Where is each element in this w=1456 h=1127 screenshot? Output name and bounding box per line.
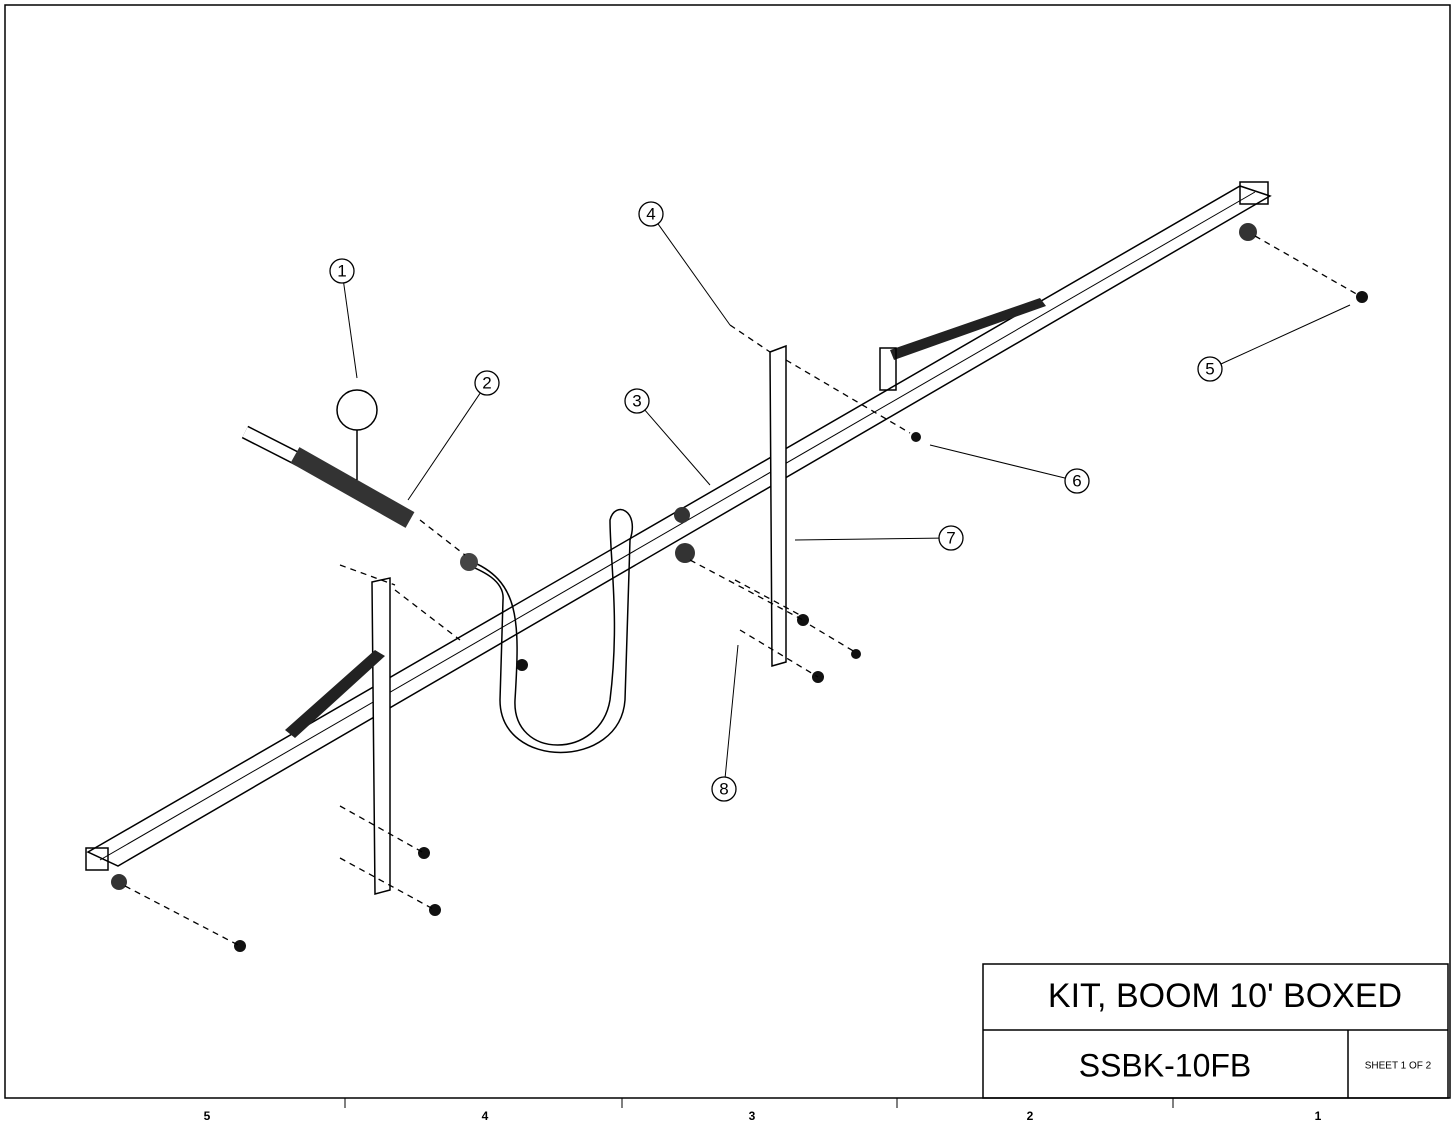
balloon-label: 7 [946, 528, 955, 547]
balloon [938, 525, 964, 551]
balloon [474, 370, 500, 396]
zone-label: 3 [749, 1109, 756, 1123]
leader-line [1220, 304, 1351, 365]
zone-label: 2 [1027, 1109, 1034, 1123]
balloon [329, 258, 355, 284]
balloon [624, 388, 650, 414]
balloon-label: 4 [646, 204, 655, 223]
leader-line [407, 392, 481, 501]
balloon-label: 3 [632, 391, 641, 410]
drawing-title: KIT, BOOM 10' BOXED [1048, 977, 1402, 1015]
balloon [1197, 356, 1223, 382]
leader-line [343, 282, 358, 379]
leader-line [794, 537, 940, 541]
zone-label: 5 [204, 1109, 211, 1123]
zone-label: 4 [482, 1109, 489, 1123]
balloon [638, 201, 664, 227]
leader-line [929, 444, 1066, 479]
balloon-label: 5 [1205, 359, 1214, 378]
balloon [711, 776, 737, 802]
title-block: KIT, BOOM 10' BOXED SSBK-10FB SHEET 1 OF… [982, 963, 1449, 1099]
balloon-label: 8 [719, 779, 728, 798]
sheet-number: SHEET 1 OF 2 [1365, 1061, 1432, 1072]
boom-assembly [85, 181, 1368, 952]
leader-line [644, 409, 711, 486]
balloon-label: 2 [482, 373, 491, 392]
balloon-label: 6 [1072, 471, 1081, 490]
balloon [1064, 468, 1090, 494]
border [4, 4, 1451, 1099]
balloon-label: 1 [337, 261, 346, 280]
leader-line [724, 644, 739, 778]
part-number: SSBK-10FB [1079, 1047, 1252, 1083]
zone-label: 1 [1315, 1109, 1322, 1123]
leader-line [657, 223, 731, 326]
